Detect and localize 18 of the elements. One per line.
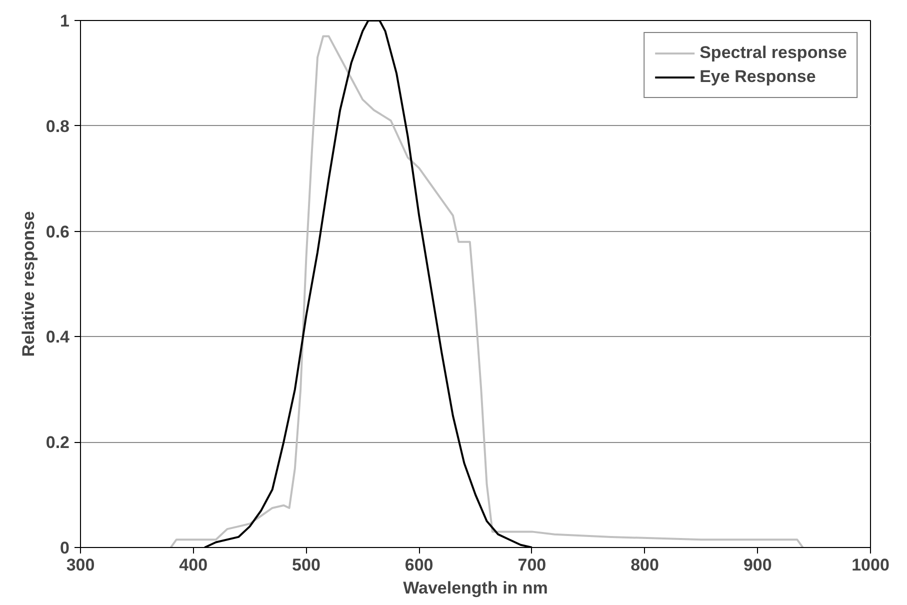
y-tick-label: 0.8 [46, 116, 70, 136]
x-tick-label: 500 [292, 556, 320, 574]
y-tick-label: 0 [60, 538, 70, 558]
x-axis-title: Wavelength in nm [403, 578, 548, 598]
x-tick-label: 600 [404, 556, 434, 574]
y-tick-label: 0.2 [46, 433, 70, 452]
y-axis-title: Relative response [18, 211, 38, 357]
x-tick-label: 1000 [852, 556, 890, 574]
x-tick-label: 700 [518, 556, 546, 574]
y-tick-label: 0.4 [46, 328, 70, 347]
x-tick-label: 800 [630, 556, 659, 574]
legend-label: Spectral response [700, 43, 847, 63]
legend-label: Eye Response [700, 67, 816, 87]
y-tick-label: 0.6 [46, 222, 70, 242]
x-tick-label: 400 [179, 556, 208, 574]
x-tick-label: 300 [66, 556, 95, 574]
x-tick-label: 900 [743, 556, 772, 574]
y-tick-label: 1 [60, 12, 70, 30]
